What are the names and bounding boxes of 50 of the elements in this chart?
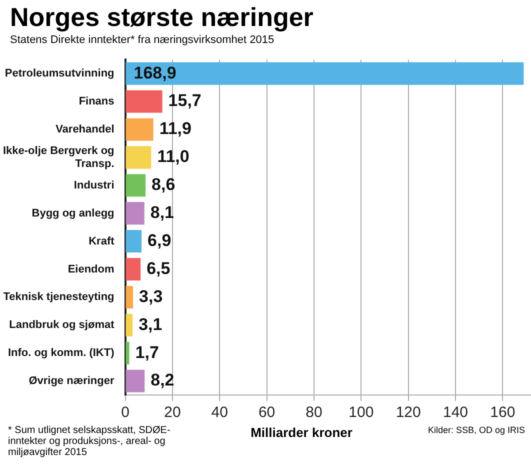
y-tick-label: Bygg og anlegg [32, 207, 114, 220]
x-tick-label: 160 [490, 404, 516, 422]
data-label: 15,7 [168, 91, 202, 110]
chart-subtitle: Statens Direkte inntekter* fra næringsvirksomhet 2015 [9, 33, 276, 48]
data-label: 168,9 [134, 63, 176, 82]
y-tick-label: Industri [74, 179, 114, 192]
x-tick-label: 20 [164, 404, 181, 422]
bar [126, 342, 130, 364]
y-tick-label: Øvrige næringer [28, 375, 115, 388]
data-label: 11,0 [157, 147, 190, 166]
text: * Sum utlignet selskapsskatt, SDØE-inntekter og produksjons-, areal- og miljøavgifter 2015 [8, 425, 172, 458]
data-label: 6,9 [148, 230, 172, 250]
bar [126, 146, 152, 169]
bar [126, 370, 145, 392]
data-label: 8,6 [152, 175, 176, 194]
bar [126, 90, 162, 113]
bar [126, 314, 133, 336]
x-tick-label: 60 [258, 404, 276, 422]
x-tick-label: 40 [211, 404, 228, 422]
x-tick-label: 0 [121, 404, 130, 422]
data-label: 1,7 [135, 342, 159, 362]
data-label: 8,1 [150, 203, 174, 222]
bar [126, 174, 146, 197]
chart-title: Norges største næringer [9, 1, 314, 32]
data-label: 3,3 [139, 286, 163, 306]
bar [126, 230, 142, 253]
bar [126, 258, 141, 281]
bar [126, 286, 134, 308]
y-tick-label: Kraft [88, 235, 115, 248]
y-tick-label: Eiendom [68, 263, 114, 276]
data-label: 8,2 [150, 370, 174, 390]
y-tick-label: Landbruk og sjømat [9, 319, 115, 332]
y-tick-label: Teknisk tjenesteyting [3, 291, 114, 304]
y-tick-label: Varehandel [56, 124, 114, 136]
y-tick-label: Info. og komm. (IKT) [8, 347, 115, 360]
x-tick-label: 100 [348, 404, 374, 422]
y-tick-label: Petroleumsutvinning [4, 68, 114, 80]
y-tick-label: Finans [78, 96, 114, 108]
bar [126, 62, 524, 85]
x-tick-label: 120 [396, 404, 421, 422]
x-tick-label: 140 [443, 404, 468, 422]
bar [126, 118, 154, 141]
data-label: 11,9 [159, 119, 192, 138]
x-tick-label: 80 [306, 404, 322, 422]
bar [126, 202, 144, 225]
x-axis-title: Milliarder kroner [250, 425, 354, 440]
text: Kilder: SSB, OD og IRIS [426, 425, 525, 435]
y-tick-label: Ikke-olje Bergverk og Transp. [2, 144, 114, 170]
data-label: 6,5 [146, 258, 170, 278]
data-label: 3,1 [138, 314, 162, 334]
